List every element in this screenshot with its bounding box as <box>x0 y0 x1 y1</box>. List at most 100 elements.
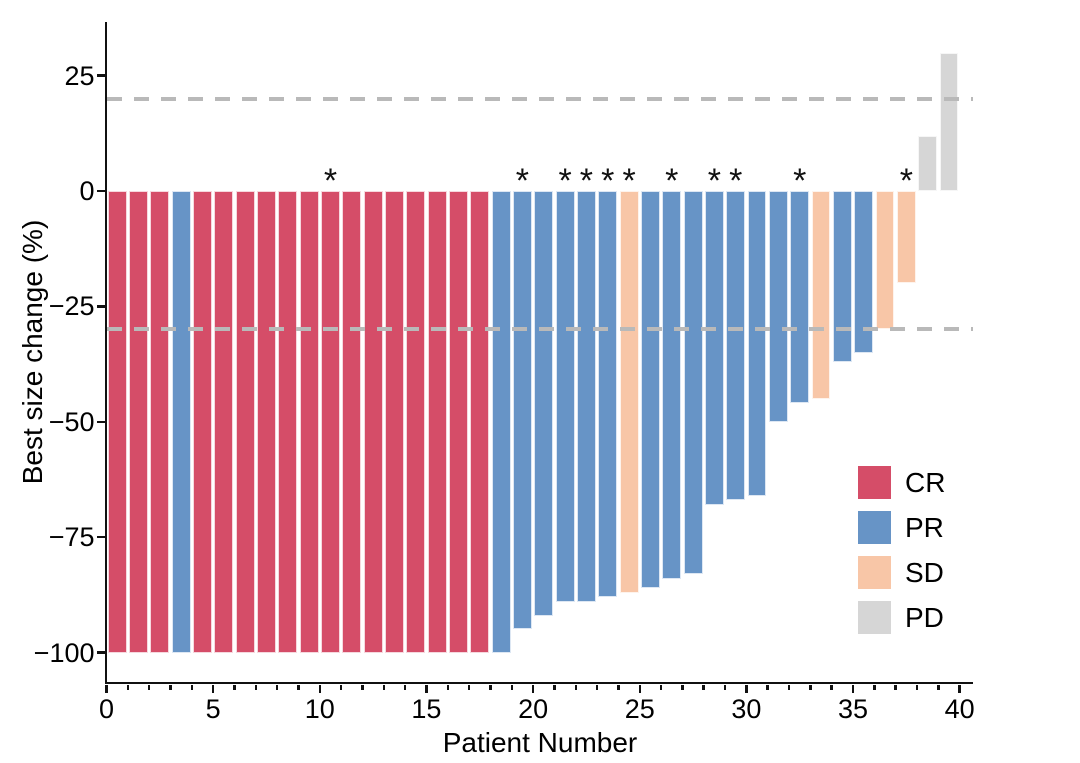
y-tick <box>96 74 107 77</box>
bar-patient-33 <box>790 191 810 404</box>
bar-patient-1 <box>107 191 127 653</box>
y-tick-label: −50 <box>48 406 95 437</box>
legend-label-pr: PR <box>905 512 944 543</box>
y-tick-label: −75 <box>48 522 95 553</box>
bar-patient-21 <box>534 191 554 616</box>
x-tick <box>339 685 343 690</box>
bar-patient-28 <box>683 191 703 575</box>
bar-patient-26 <box>641 191 660 588</box>
x-tick <box>233 685 236 690</box>
y-tick-label: 25 <box>64 60 95 91</box>
x-tick-label: 20 <box>518 694 549 724</box>
y-tick <box>96 420 107 423</box>
x-tick <box>553 685 556 690</box>
reference-line--30 <box>106 327 973 332</box>
bar-patient-35 <box>833 191 852 362</box>
bar-patient-38 <box>897 191 916 284</box>
x-tick <box>318 685 322 693</box>
significance-asterisk: * <box>665 162 679 200</box>
x-tick <box>809 685 812 690</box>
bar-patient-3 <box>150 191 170 653</box>
significance-asterisk: * <box>579 162 594 200</box>
legend-label-cr: CR <box>905 467 946 498</box>
cr-color-swatch <box>858 466 891 499</box>
bar-patient-18 <box>470 191 490 653</box>
significance-asterisk: * <box>622 162 636 200</box>
x-tick <box>915 685 919 690</box>
x-tick <box>382 685 386 690</box>
x-tick-label: 10 <box>304 694 335 724</box>
x-tick <box>190 685 194 690</box>
x-tick <box>297 685 300 690</box>
y-tick <box>96 305 107 308</box>
bar-patient-22 <box>555 191 575 602</box>
bar-patient-39 <box>918 135 938 191</box>
bar-patient-24 <box>598 191 618 598</box>
x-tick <box>126 685 130 690</box>
bar-patient-14 <box>385 191 404 653</box>
sd-color-swatch <box>858 556 891 589</box>
pd-color-swatch <box>858 601 891 634</box>
bar-patient-34 <box>811 191 831 399</box>
x-tick <box>147 685 151 690</box>
x-tick <box>510 685 514 690</box>
bar-patient-25 <box>619 191 639 593</box>
x-tick <box>873 685 876 690</box>
x-tick <box>702 685 705 690</box>
legend-item-pr: PR <box>858 511 945 544</box>
bar-patient-5 <box>193 191 212 653</box>
x-tick-label: 30 <box>731 694 762 724</box>
bar-patient-29 <box>705 191 724 505</box>
x-tick <box>211 685 215 693</box>
bar-patient-2 <box>129 191 148 653</box>
x-tick <box>254 685 258 690</box>
x-tick <box>851 685 855 693</box>
x-tick <box>723 685 727 690</box>
x-tick-label: 25 <box>624 694 655 724</box>
x-tick-label: 5 <box>205 694 221 724</box>
significance-asterisk: * <box>899 162 913 200</box>
y-tick-label: −100 <box>33 637 95 668</box>
x-tick <box>681 685 684 690</box>
bar-patient-9 <box>278 191 298 653</box>
x-tick <box>574 685 577 690</box>
bar-patient-19 <box>491 191 511 653</box>
legend: CR PR SD PD <box>858 466 945 646</box>
y-tick-label: −25 <box>48 291 95 322</box>
significance-asterisk: * <box>729 162 743 200</box>
x-axis-title: Patient Number <box>442 727 638 758</box>
bar-patient-27 <box>662 191 682 579</box>
x-tick <box>531 685 535 693</box>
legend-label-sd: SD <box>905 557 944 588</box>
y-tick <box>96 189 107 193</box>
x-tick-label: 15 <box>411 694 442 724</box>
plot-area: * * * * * * * * * * * 25 0 −25 −50 −75 −100 0 5 10 15 20 25 30 3… <box>34 22 975 724</box>
x-tick-label: 0 <box>98 694 115 724</box>
x-tick <box>403 685 407 690</box>
bar-patient-20 <box>513 191 532 630</box>
y-tick-label: 0 <box>79 176 95 206</box>
x-tick <box>617 685 620 690</box>
x-tick <box>745 685 748 693</box>
bar-patient-10 <box>299 191 319 653</box>
bar-patient-13 <box>363 191 383 653</box>
x-tick <box>659 685 663 690</box>
legend-label-pd: PD <box>905 602 944 633</box>
bar-patient-11 <box>321 191 340 653</box>
x-tick <box>425 685 428 693</box>
bar-patient-37 <box>875 191 895 330</box>
x-tick-label: 35 <box>838 694 869 724</box>
bar-patient-31 <box>747 191 767 496</box>
bar-patient-17 <box>449 191 468 653</box>
significance-asterisk: * <box>707 162 722 200</box>
y-tick <box>96 651 107 654</box>
legend-item-sd: SD <box>858 556 945 589</box>
x-tick <box>595 685 599 690</box>
significance-asterisk: * <box>515 162 530 200</box>
significance-asterisk: * <box>558 162 572 200</box>
x-tick <box>489 685 492 690</box>
bar-patient-32 <box>769 191 788 422</box>
x-tick <box>638 685 641 693</box>
x-tick <box>446 685 450 690</box>
